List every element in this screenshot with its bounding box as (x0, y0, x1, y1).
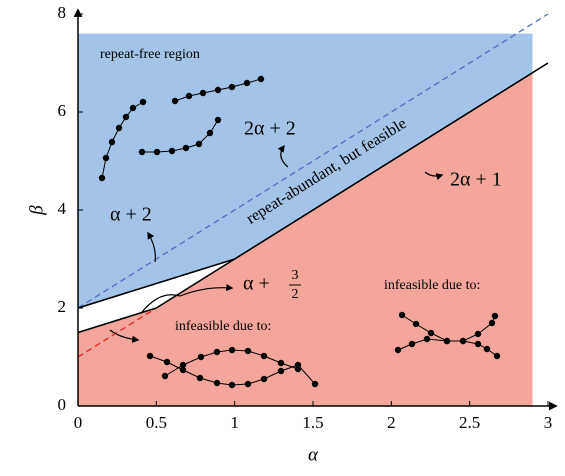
chain-node (153, 148, 161, 156)
chain-node (179, 366, 187, 374)
y-tick-label: 2 (58, 297, 67, 316)
chain-node (185, 92, 193, 100)
illustrations (98, 75, 501, 389)
x-tick-label: 2.5 (459, 413, 480, 432)
annotation: 2α + 1 (450, 169, 502, 191)
boundary-edge (155, 258, 236, 309)
chain-node (213, 348, 221, 356)
chain-node (214, 86, 222, 94)
chain-node (243, 79, 251, 87)
chain-node (408, 340, 416, 348)
chain-node (244, 347, 252, 355)
fraction-denominator: 2 (292, 287, 299, 302)
chain-node (412, 320, 420, 328)
annotation: infeasible due to: (175, 319, 271, 334)
chain-node (196, 374, 204, 382)
chain-node (474, 340, 482, 348)
chain-node (260, 375, 268, 383)
chain-node (488, 319, 496, 327)
chain-node (108, 138, 116, 146)
chain-node (138, 148, 146, 156)
chain-node (294, 365, 302, 373)
upper-region (78, 33, 533, 308)
chain-node (214, 116, 222, 124)
x-tick-label: 3 (544, 413, 553, 432)
chain-node (483, 345, 491, 353)
fraction-numerator: 3 (292, 268, 299, 283)
chain-link (462, 340, 498, 357)
chain-node (163, 358, 171, 366)
chain-node (244, 380, 252, 388)
chain-node (443, 337, 451, 345)
x-axis-label: α (308, 444, 319, 465)
chain-link (397, 338, 448, 351)
chain-node (98, 174, 106, 182)
chain-node (102, 154, 110, 162)
chain-node (206, 129, 214, 137)
chain-node (122, 113, 130, 121)
x-tick-label: 1 (230, 413, 239, 432)
x-tick-label: 0.5 (146, 413, 167, 432)
y-axis-label: β (26, 205, 47, 216)
chain-node (179, 361, 187, 369)
chain-node (228, 346, 236, 354)
chain-node (228, 381, 236, 389)
chain-node (161, 372, 169, 380)
arrows (109, 144, 444, 343)
chain-node (394, 346, 402, 354)
boundary-line (77, 13, 549, 309)
annotation: repeat-free region (100, 47, 200, 62)
chain-node (168, 147, 176, 155)
chain-node (115, 124, 123, 132)
chain-node (459, 337, 467, 345)
chain-node (257, 75, 265, 83)
chain-node (427, 329, 435, 337)
chain-node (311, 380, 319, 388)
chain-node (139, 98, 147, 106)
chain-node (474, 330, 482, 338)
annotation: α + 2 (110, 204, 152, 226)
boundary-line (77, 307, 157, 358)
y-tick-label: 8 (58, 3, 67, 22)
chain-node (182, 144, 190, 152)
chain-node (423, 335, 431, 343)
chain-node (260, 352, 268, 360)
chain-node (493, 352, 501, 360)
y-tick-label: 0 (58, 395, 67, 414)
chain-node (199, 89, 207, 97)
annotation: 2α + 2 (244, 118, 296, 140)
annotation: α + (243, 273, 270, 295)
boundary-line (77, 307, 157, 334)
chain-node (398, 311, 406, 319)
chain-node (491, 312, 499, 320)
chain-node (129, 104, 137, 112)
chain-node (171, 97, 179, 105)
annotation: infeasible due to: (384, 278, 480, 293)
chain-node (277, 367, 285, 375)
boundary-line (77, 62, 549, 309)
chain-node (277, 359, 285, 367)
y-tick-label: 4 (58, 199, 67, 218)
chain-node (197, 353, 205, 361)
x-tick-label: 2 (387, 413, 396, 432)
chain-node (213, 379, 221, 387)
chain-node (195, 140, 203, 148)
x-tick-label: 0 (74, 413, 83, 432)
x-tick-label: 1.5 (302, 413, 323, 432)
chain-node (228, 83, 236, 91)
y-tick-label: 6 (58, 101, 67, 120)
chain-node (146, 352, 154, 360)
